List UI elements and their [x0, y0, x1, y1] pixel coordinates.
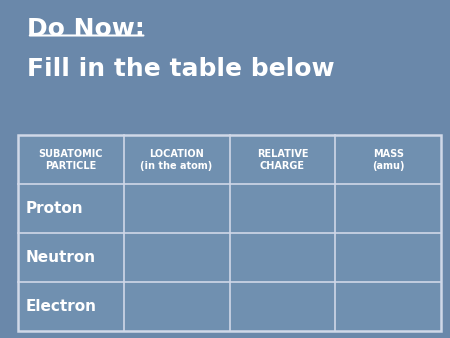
- Bar: [18, 135, 441, 331]
- Text: Proton: Proton: [26, 201, 84, 216]
- Bar: [18, 135, 441, 331]
- Text: Do Now:: Do Now:: [27, 17, 145, 41]
- Text: Neutron: Neutron: [26, 250, 96, 265]
- Text: LOCATION
(in the atom): LOCATION (in the atom): [140, 149, 213, 170]
- Text: RELATIVE
CHARGE: RELATIVE CHARGE: [256, 149, 308, 170]
- Text: MASS
(amu): MASS (amu): [372, 149, 405, 170]
- Text: Electron: Electron: [26, 299, 97, 314]
- Text: Fill in the table below: Fill in the table below: [27, 57, 335, 81]
- Text: SUBATOMIC
PARTICLE: SUBATOMIC PARTICLE: [39, 149, 103, 170]
